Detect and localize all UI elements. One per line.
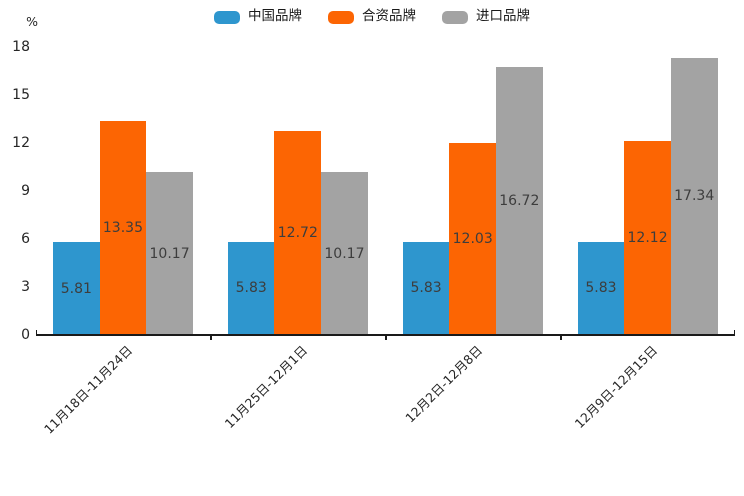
x-axis-tick (385, 335, 387, 340)
bar-进口品牌-2 (321, 172, 368, 335)
legend-marker-icon (442, 10, 468, 24)
legend-item: 中国品牌 (214, 10, 302, 24)
y-axis-tick-label: 6 (21, 231, 30, 247)
bar-合资品牌-4 (624, 141, 671, 335)
bar-进口品牌-1 (146, 172, 193, 335)
bar-中国品牌-3 (402, 241, 450, 335)
bar-中国品牌-2 (227, 241, 275, 335)
x-axis-category-label: 12月2日-12月8日 (401, 342, 485, 426)
x-axis-tick (210, 335, 212, 340)
bar-进口品牌-4 (670, 57, 718, 335)
y-axis-tick-label: 15 (12, 87, 30, 103)
legend-label: 进口品牌 (476, 8, 530, 25)
bar-value-label: 5.81 (60, 280, 92, 297)
x-axis-category-label: 11月25日-12月1日 (221, 342, 311, 432)
bar-value-label: 10.17 (149, 245, 190, 262)
y-axis-tick-label: 3 (21, 279, 30, 295)
legend-label: 合资品牌 (362, 8, 416, 25)
x-axis-tick (560, 335, 562, 340)
legend-label: 中国品牌 (248, 8, 302, 25)
legend-marker-icon (214, 10, 240, 24)
legend-marker-icon (328, 10, 354, 24)
y-axis-tick-label: 0 (21, 327, 30, 343)
bar-中国品牌-1 (52, 242, 100, 335)
y-axis-tick-label: 12 (12, 135, 30, 151)
y-axis-tick-label: 9 (21, 183, 30, 199)
legend-item: 合资品牌 (328, 10, 416, 24)
bar-合资品牌-3 (449, 142, 496, 335)
bar-value-label: 13.35 (102, 220, 143, 237)
bar-value-label: 12.72 (277, 225, 318, 242)
bar-中国品牌-4 (577, 241, 625, 335)
bar-value-label: 12.03 (452, 230, 493, 247)
y-axis-unit-label: % (26, 14, 38, 29)
bar-value-label: 17.34 (674, 188, 715, 205)
y-axis-tick-label: 18 (12, 39, 30, 55)
bar-value-label: 10.17 (324, 245, 365, 262)
bar-进口品牌-3 (496, 67, 543, 335)
x-axis-endcap (733, 329, 735, 336)
x-axis-category-label: 12月9日-12月15日 (571, 342, 660, 432)
x-axis-endcap (35, 329, 37, 336)
bar-value-label: 16.72 (499, 193, 540, 210)
legend-item: 进口品牌 (442, 10, 530, 24)
bar-合资品牌-2 (274, 131, 322, 335)
bar-value-label: 5.83 (235, 280, 267, 297)
bar-合资品牌-1 (99, 121, 147, 335)
bar-value-label: 5.83 (410, 280, 442, 297)
x-axis-category-label: 11月18日-11月24日 (40, 342, 136, 437)
bar-value-label: 12.12 (627, 230, 668, 247)
bar-value-label: 5.83 (585, 280, 617, 297)
chart-legend: 中国品牌 合资品牌 进口品牌 (0, 7, 744, 27)
